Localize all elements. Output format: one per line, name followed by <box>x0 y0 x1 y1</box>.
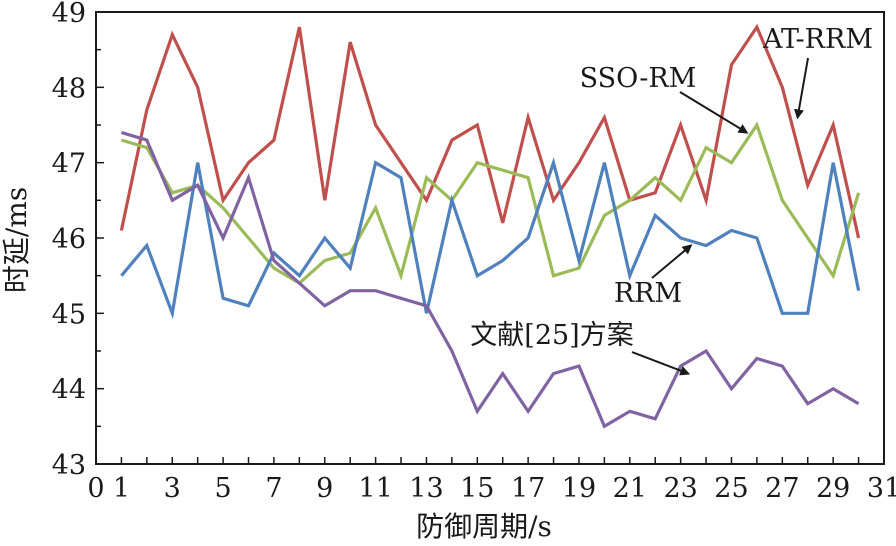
x-tick-label: 29 <box>816 473 850 504</box>
y-axis-label: 时延/ms <box>0 187 33 293</box>
x-tick-label: 25 <box>714 473 748 504</box>
x-tick-label: 1 <box>113 473 130 504</box>
y-tick-label: 49 <box>52 0 86 29</box>
x-tick-label: 11 <box>358 473 392 504</box>
plot-border <box>95 11 885 465</box>
x-tick-label: 13 <box>409 473 443 504</box>
annotation-arrow <box>631 351 691 376</box>
annotation-label: RRM <box>614 278 682 309</box>
plot-frame <box>95 11 885 465</box>
series-line-1 <box>120 121 861 286</box>
x-axis-ticks: 0 1 3 5 7 9 11 13 15 17 19 21 23 25 27 29 31 <box>87 457 896 504</box>
x-tick-label: 3 <box>164 473 181 504</box>
annotation-label: AT-RRM <box>762 24 873 55</box>
x-tick-label: 7 <box>265 473 282 504</box>
annotation-label: 文献[25]方案 <box>470 320 633 351</box>
x-tick-label: 21 <box>613 473 647 504</box>
y-axis-ticks: 43 44 45 46 47 48 49 <box>52 0 104 481</box>
x-tick-label: 5 <box>215 473 232 504</box>
x-tick-label: 9 <box>316 473 333 504</box>
y-tick-label: 43 <box>52 450 86 481</box>
series-lines <box>119 23 861 429</box>
x-tick-label: 0 <box>87 473 104 504</box>
x-tick-label: 23 <box>663 473 697 504</box>
annotations: AT-RRM SSO-RM RRM 文献[25]方案 <box>470 24 873 376</box>
x-tick-label: 31 <box>867 473 896 504</box>
x-tick-label: 17 <box>511 473 545 504</box>
x-tick-label: 19 <box>562 473 596 504</box>
annotation-arrow <box>794 57 809 120</box>
annotation-arrow <box>651 244 693 279</box>
series-line-2 <box>120 157 861 320</box>
y-tick-label: 46 <box>52 224 86 255</box>
series-line-0 <box>119 23 861 239</box>
x-axis-label: 防御周期/s <box>416 510 552 543</box>
y-tick-label: 44 <box>52 375 86 406</box>
x-tick-label: 27 <box>765 473 799 504</box>
y-tick-label: 48 <box>52 73 86 104</box>
y-tick-label: 45 <box>52 299 86 330</box>
y-tick-label: 47 <box>52 149 86 180</box>
annotation-label: SSO-RM <box>580 63 697 94</box>
series-line-3 <box>120 130 860 429</box>
annotation-arrow <box>679 91 749 134</box>
x-tick-label: 15 <box>460 473 494 504</box>
